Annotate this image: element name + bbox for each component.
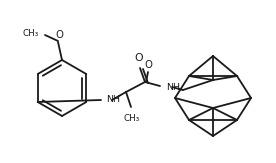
Text: CH₃: CH₃ xyxy=(124,114,140,123)
Text: O: O xyxy=(135,53,143,63)
Text: NH: NH xyxy=(106,96,120,104)
Text: O: O xyxy=(144,60,152,70)
Text: NH: NH xyxy=(166,82,180,91)
Text: CH₃: CH₃ xyxy=(23,30,39,38)
Text: O: O xyxy=(55,30,63,40)
